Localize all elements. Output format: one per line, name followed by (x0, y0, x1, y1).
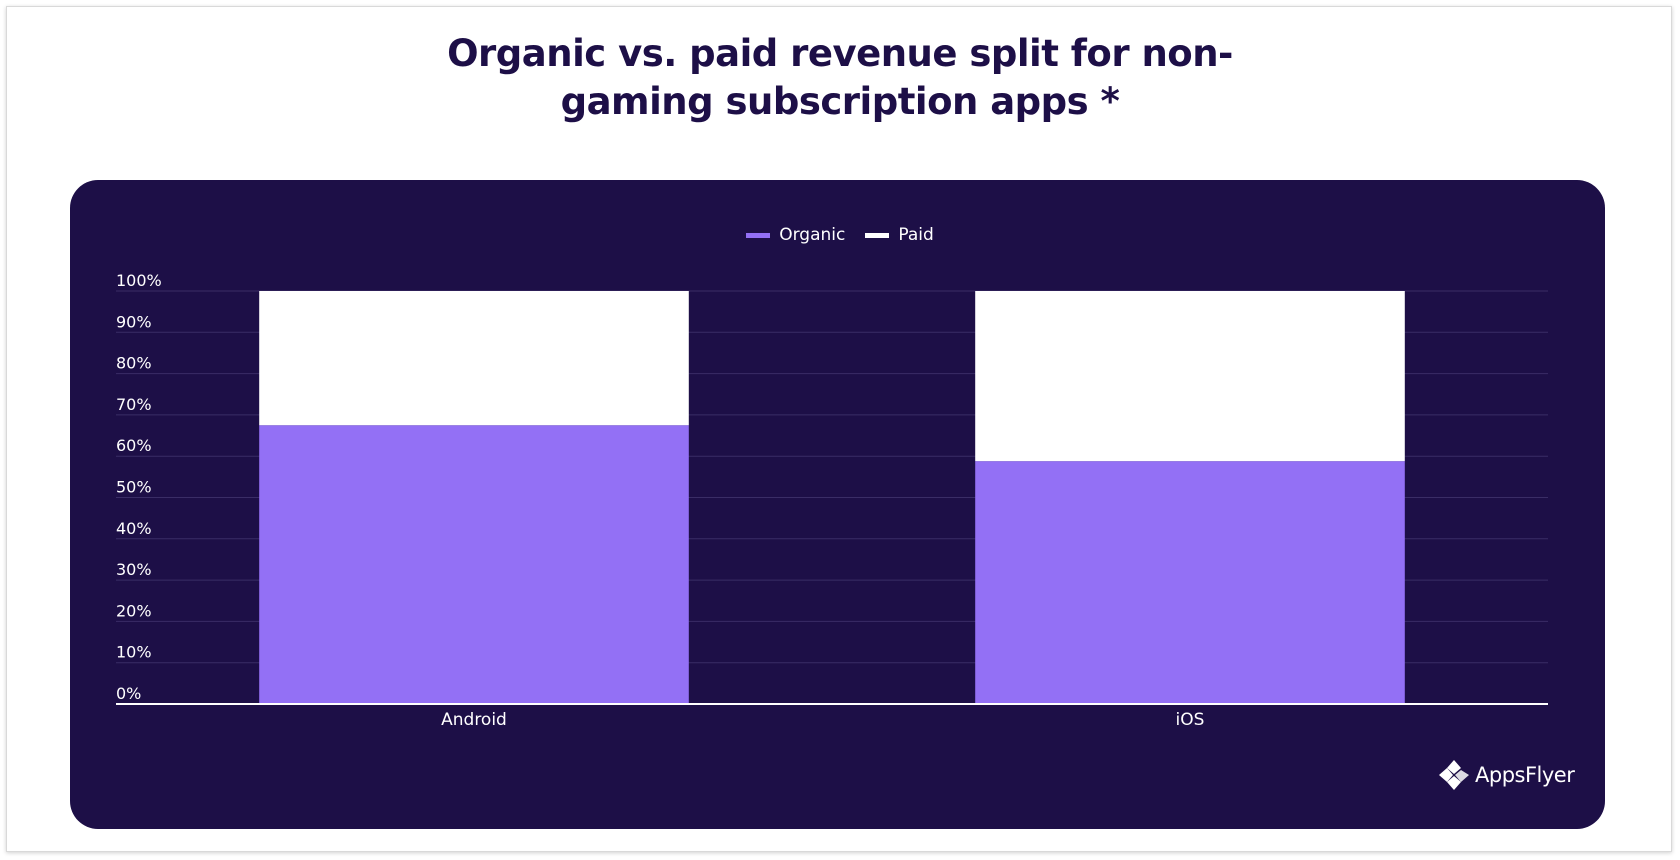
appsflyer-logo-icon (1439, 760, 1469, 790)
y-tick-label: 10% (116, 643, 152, 662)
chart-title-line-1: Organic vs. paid revenue split for non- (447, 32, 1233, 75)
chart-legend: Organic Paid (0, 225, 1680, 245)
y-tick-label: 30% (116, 560, 152, 579)
x-tick-label: Android (441, 710, 507, 730)
bar-paid-ios (975, 291, 1405, 462)
chart-title: Organic vs. paid revenue split for non- … (0, 30, 1680, 126)
legend-item-paid: Paid (865, 225, 934, 245)
chart-title-line-2: gaming subscription apps * (560, 80, 1120, 123)
y-tick-label: 50% (116, 478, 152, 497)
y-tick-label: 40% (116, 519, 152, 538)
legend-item-organic: Organic (746, 225, 845, 245)
bar-organic-android (259, 425, 689, 704)
y-tick-label: 90% (116, 312, 152, 331)
legend-swatch-organic (746, 232, 771, 238)
y-tick-label: 60% (116, 436, 152, 455)
bar-paid-android (259, 291, 689, 426)
legend-swatch-paid (865, 232, 890, 238)
bar-organic-ios (975, 461, 1405, 704)
y-tick-label: 0% (116, 684, 141, 703)
y-tick-label: 20% (116, 601, 152, 620)
brand-logo-text: AppsFlyer (1475, 763, 1575, 787)
y-tick-label: 80% (116, 354, 152, 373)
legend-label-organic: Organic (779, 225, 846, 245)
y-tick-label: 70% (116, 395, 152, 414)
legend-label-paid: Paid (898, 225, 934, 245)
brand-logo: AppsFlyer (1437, 758, 1575, 792)
y-tick-label: 100% (116, 271, 162, 290)
x-tick-label: iOS (1176, 710, 1205, 730)
